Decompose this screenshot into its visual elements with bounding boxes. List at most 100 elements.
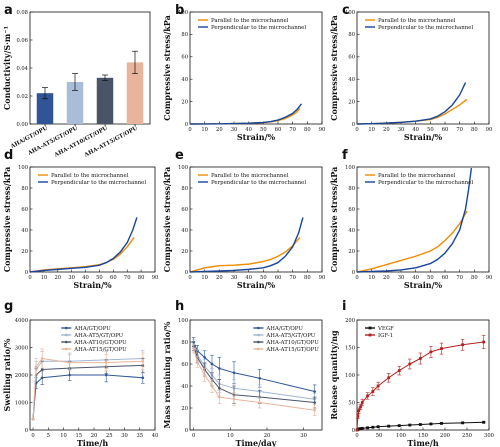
x-tick-label: 30 <box>231 275 238 281</box>
data-point <box>418 357 422 360</box>
data-point <box>387 376 391 380</box>
series-line <box>356 341 484 431</box>
panel-letter-i: i <box>342 299 346 314</box>
x-tick-label: 0 <box>355 127 358 133</box>
data-point <box>356 414 360 418</box>
y-tick-label: 20 <box>181 406 188 412</box>
y-tick-label: 60 <box>181 362 188 368</box>
series-line <box>193 346 315 403</box>
x-axis-title: Time/h <box>77 438 108 447</box>
y-axis-title: Swelling ratio/% <box>2 338 12 411</box>
y-axis-title: Compressive stress/kPa <box>2 167 12 273</box>
x-tick-label: 70 <box>456 275 463 281</box>
x-tick-label: 90 <box>319 275 326 281</box>
legend-marker <box>257 340 260 344</box>
data-point <box>313 390 316 393</box>
y-tick-label: 0 <box>25 270 28 276</box>
data-point <box>31 417 35 421</box>
y-tick-label: 20 <box>21 249 28 255</box>
data-point <box>440 347 443 350</box>
x-tick-label: 10 <box>227 433 234 439</box>
legend-label: AHA-AT10/GT/OPU <box>73 340 127 346</box>
data-point <box>482 420 486 424</box>
panel-letter-a: a <box>4 3 13 18</box>
series-line <box>29 236 135 273</box>
x-tick-label: 250 <box>462 433 472 439</box>
data-point <box>34 365 38 369</box>
legend-label: Perpendicular to the microchannel <box>211 25 306 31</box>
x-tick-label: 25 <box>106 433 113 439</box>
panel-letter-g: g <box>4 299 13 314</box>
x-axis-title: Strain/% <box>237 280 276 290</box>
plot-frame <box>356 319 490 431</box>
category-label: AHA-AT10/GT/OPU <box>53 125 109 159</box>
panel-letter-b: b <box>175 3 184 18</box>
x-tick-label: 90 <box>486 127 493 133</box>
data-point <box>141 359 145 363</box>
plot-frame <box>29 166 156 273</box>
x-tick-label: 150 <box>418 433 428 439</box>
legend-marker <box>257 326 260 330</box>
y-tick-label: 20 <box>348 249 355 255</box>
legend-label: AHA-AT15/GT/OPU <box>73 347 127 353</box>
x-tick-label: 300 <box>484 433 494 439</box>
y-tick-label: 40 <box>348 228 355 234</box>
bar <box>36 93 54 124</box>
y-tick-label: 80 <box>181 340 188 346</box>
data-point <box>376 384 380 388</box>
legend-marker <box>257 333 260 337</box>
category-label: AHA-AT15/GT/OPU <box>83 125 139 159</box>
data-point <box>429 422 433 426</box>
legend-label: Parallel to the microchannel <box>211 18 289 24</box>
data-point <box>196 360 199 364</box>
legend-label: AHA-AT15/GT/OPU <box>265 347 319 353</box>
legend-label: Perpendicular to the microchannel <box>211 180 306 186</box>
data-point <box>366 426 369 430</box>
bar <box>126 62 144 124</box>
series-line <box>193 348 315 411</box>
legend-label: Perpendicular to the microchannel <box>378 180 473 186</box>
legend-marker <box>64 347 68 351</box>
series-line <box>356 167 473 273</box>
legend-marker <box>64 326 68 330</box>
legend-label: AHA-AT5/GT/OPU <box>73 333 123 339</box>
x-tick-label: 60 <box>442 127 449 133</box>
data-point <box>360 401 364 404</box>
x-tick-label: 30 <box>68 275 75 281</box>
data-point <box>387 424 391 428</box>
data-point <box>104 361 108 364</box>
legend-label: IGF-1 <box>378 333 393 339</box>
x-tick-label: 200 <box>440 433 450 439</box>
panel-letter-d: d <box>4 148 13 163</box>
x-tick-label: 60 <box>275 275 282 281</box>
series-line <box>32 374 143 420</box>
y-tick-label: 200 <box>345 318 355 324</box>
y-tick-label: 100 <box>178 10 188 16</box>
legend-marker <box>257 347 260 351</box>
y-tick-label: 100 <box>18 165 28 171</box>
x-tick-label: 80 <box>304 275 311 281</box>
y-axis-title: Compressive stress/kPa <box>329 15 339 121</box>
y-tick-label: 0 <box>25 428 28 434</box>
data-point <box>210 362 214 366</box>
y-tick-label: 0 <box>185 270 188 276</box>
y-tick-label: 40 <box>348 77 355 83</box>
y-tick-label: 0.08 <box>16 10 28 16</box>
y-tick-label: 0.02 <box>16 94 28 100</box>
y-tick-label: 100 <box>178 318 188 324</box>
x-tick-label: 20 <box>216 127 223 133</box>
y-tick-label: 60 <box>21 207 28 213</box>
data-point <box>397 369 401 372</box>
x-tick-label: 15 <box>75 433 82 439</box>
x-axis-title: Time/day <box>236 438 277 447</box>
x-tick-label: 90 <box>152 275 159 281</box>
y-tick-label: 0.06 <box>16 38 28 44</box>
x-tick-label: 40 <box>152 433 159 439</box>
x-axis-title: Strain/% <box>73 280 112 290</box>
data-point <box>68 361 71 364</box>
y-tick-label: 100 <box>178 165 188 171</box>
x-tick-label: 20 <box>54 275 61 281</box>
x-tick-label: 20 <box>91 433 98 439</box>
legend-label: AHA/GT/OPU <box>73 326 111 332</box>
